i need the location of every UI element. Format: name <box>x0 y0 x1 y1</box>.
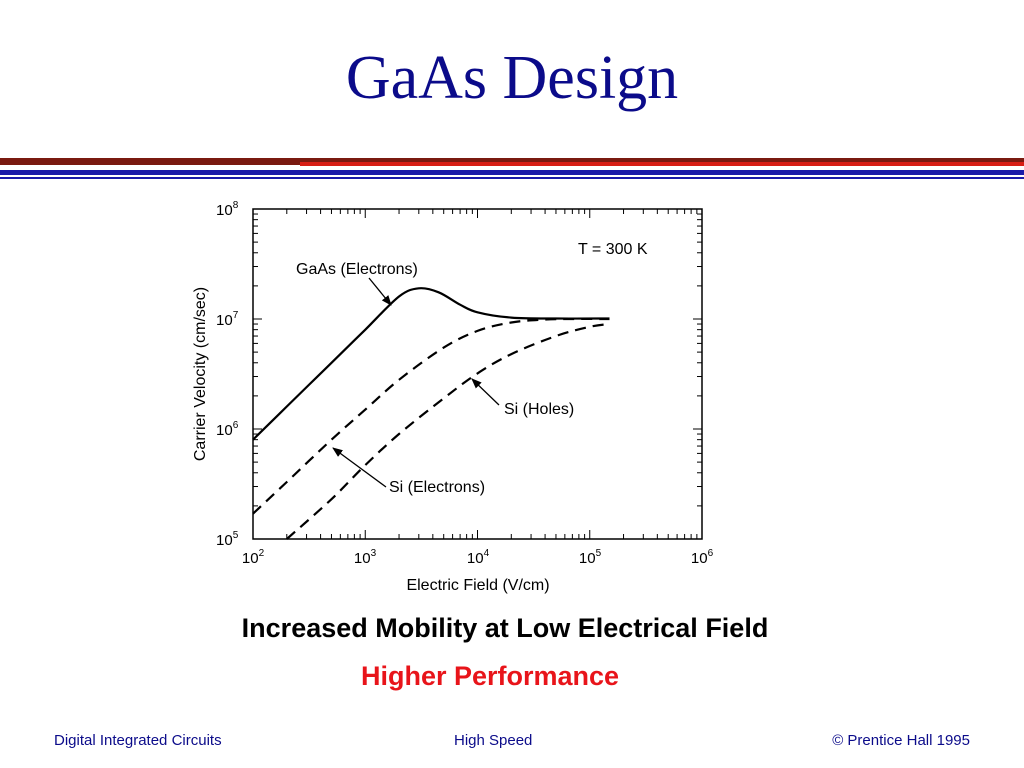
temperature-annotation: T = 300 K <box>578 241 648 258</box>
x-tick-labels: 102 103 104 105 106 <box>242 548 714 567</box>
si-electrons-pointer-arrow <box>332 447 387 488</box>
series-line-si-electrons <box>252 317 610 515</box>
velocity-field-chart: 102 103 104 105 106 105 106 107 108 Elec… <box>192 200 714 594</box>
slide-title: GaAs Design <box>345 44 679 112</box>
footer-course-title: Digital Integrated Circuits <box>54 732 222 749</box>
y-tick-label: 107 <box>216 310 239 329</box>
divider-blue-thin <box>0 177 1024 179</box>
footer-copyright: © Prentice Hall 1995 <box>832 732 970 749</box>
divider-red <box>300 162 1024 166</box>
x-tick-label: 103 <box>354 548 377 567</box>
y-tick-label: 105 <box>216 530 239 549</box>
plot-frame <box>252 208 703 540</box>
x-tick-label: 105 <box>579 548 602 567</box>
series-line-gaas-electrons <box>252 287 610 441</box>
x-axis-label: Electric Field (V/cm) <box>406 577 549 594</box>
x-tick-label: 102 <box>242 548 265 567</box>
slide-subtitle: Increased Mobility at Low Electrical Fie… <box>241 613 769 643</box>
gaas-pointer-arrow <box>368 277 392 306</box>
footer-section: High Speed <box>454 732 533 749</box>
divider-blue <box>0 170 1024 175</box>
y-tick-label: 106 <box>216 420 239 439</box>
axis-ticks <box>252 209 702 540</box>
si-holes-pointer-arrow <box>471 378 500 406</box>
x-tick-label: 106 <box>691 548 714 567</box>
series-layer <box>252 287 610 540</box>
y-axis-label: Carrier Velocity (cm/sec) <box>192 287 209 461</box>
si-electrons-label: Si (Electrons) <box>389 479 485 496</box>
slide-highlight: Higher Performance <box>360 661 620 691</box>
si-holes-label: Si (Holes) <box>504 401 574 418</box>
series-line-si-holes <box>286 322 610 540</box>
gaas-electrons-label: GaAs (Electrons) <box>296 261 418 278</box>
divider-dark-red <box>0 158 1024 165</box>
y-tick-labels: 105 106 107 108 <box>216 200 239 549</box>
y-tick-label: 108 <box>216 200 239 219</box>
x-tick-label: 104 <box>467 548 490 567</box>
